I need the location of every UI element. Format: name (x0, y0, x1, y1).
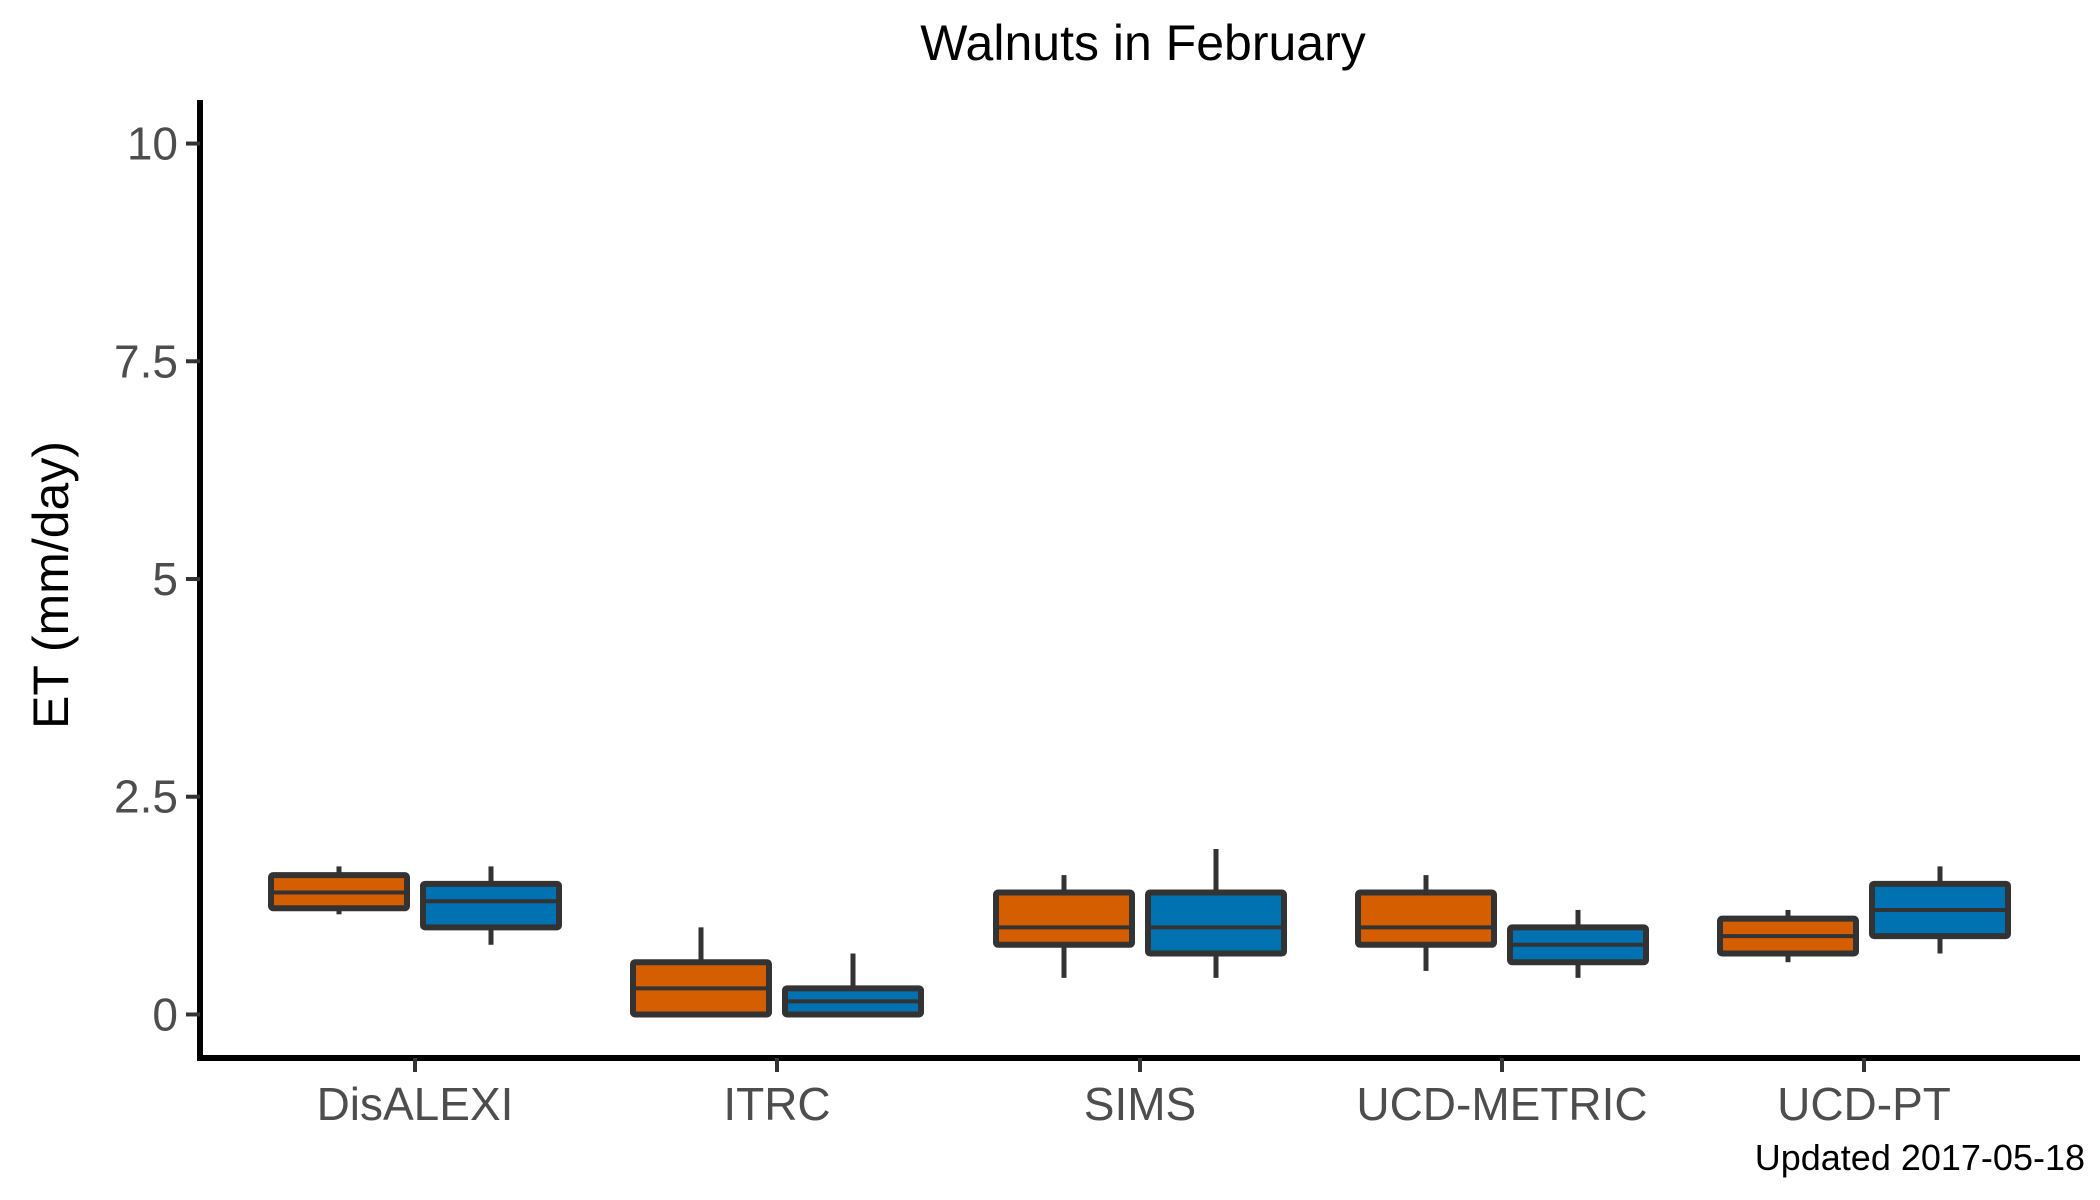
y-tick-label: 5 (152, 553, 178, 605)
box-ucd-metric-1 (1355, 875, 1497, 971)
x-tick-label: SIMS (1084, 1078, 1196, 1130)
x-tick-label: ITRC (723, 1078, 830, 1130)
box-body (1145, 889, 1287, 957)
box-body (1355, 889, 1497, 948)
y-tick-label: 10 (127, 118, 178, 170)
updated-caption: Updated 2017-05-18 (1755, 1137, 2085, 1178)
y-axis-title: ET (mm/day) (23, 441, 79, 729)
x-tick-label: UCD-METRIC (1356, 1078, 1647, 1130)
box-body (420, 880, 562, 931)
x-tick-label: UCD-PT (1777, 1078, 1951, 1130)
box-disalexi-2 (420, 866, 562, 945)
box-disalexi-1 (268, 866, 410, 915)
box-sims-2 (1145, 848, 1287, 978)
box-sims-1 (993, 875, 1135, 978)
box-ucd-pt-2 (1869, 866, 2011, 954)
box-body (993, 889, 1135, 948)
box-itrc-1 (630, 927, 772, 1018)
y-tick-label: 2.5 (114, 771, 178, 823)
box-ucd-pt-1 (1717, 909, 1859, 963)
y-tick-label: 0 (152, 988, 178, 1040)
plot-area: 0 2.5 5 7.5 10 DisALEXI ITRC SIMS UCD-METRIC UCD-… (114, 100, 2080, 1130)
box-itrc-2 (782, 953, 924, 1018)
box-ucd-metric-2 (1507, 909, 1649, 978)
x-tick-label: DisALEXI (317, 1078, 514, 1130)
y-tick-label: 7.5 (114, 335, 178, 387)
chart-title: Walnuts in February (920, 15, 1366, 71)
